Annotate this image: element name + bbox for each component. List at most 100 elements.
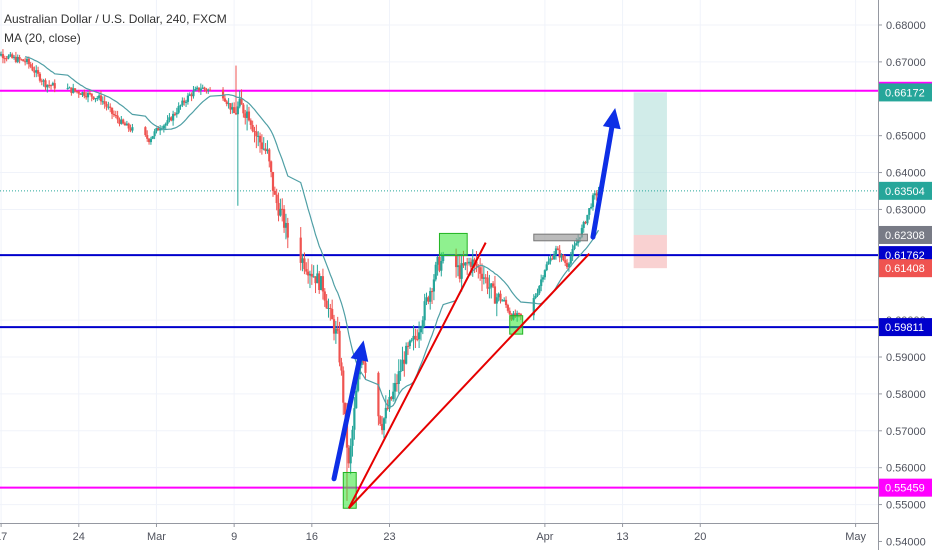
candle-body (74, 88, 76, 91)
candle-body (78, 91, 80, 93)
candle-body (364, 363, 366, 373)
candle (466, 258, 468, 275)
candle-body (18, 57, 20, 59)
candle-body (109, 107, 111, 108)
candle-body (331, 309, 333, 319)
candle-body (104, 101, 106, 104)
candle-body (562, 255, 564, 260)
candle (311, 264, 313, 285)
candle (499, 290, 501, 303)
candle (398, 359, 400, 393)
candle-body (570, 256, 572, 263)
candle-body (122, 119, 124, 123)
candle-body (507, 305, 509, 311)
candle-body (237, 106, 239, 114)
time-axis-layer[interactable]: 1724Mar91623Apr1320May (0, 523, 878, 550)
candle (405, 342, 407, 364)
candle-body (261, 142, 263, 149)
candle-body (194, 89, 196, 91)
candle (409, 340, 411, 349)
candle (31, 63, 33, 71)
candle-body (287, 223, 289, 238)
candle-body (279, 209, 281, 216)
candle-body (303, 258, 305, 269)
candle (557, 246, 559, 250)
candle-body (2, 54, 4, 58)
trend-line (349, 243, 486, 509)
chart-legend: Australian Dollar / U.S. Dollar, 240, FX… (4, 10, 227, 48)
candle-body (311, 274, 313, 277)
candle-body (305, 269, 307, 271)
candle (2, 49, 4, 63)
time-tick-label: 16 (306, 531, 318, 543)
candle-body (224, 98, 226, 101)
candle-body (150, 139, 152, 142)
price-label-text: 0.66172 (885, 87, 925, 99)
candle (331, 300, 333, 320)
candle-body (509, 311, 511, 315)
candle-body (572, 249, 574, 256)
price-label-text: 0.59811 (885, 322, 924, 334)
price-tick-label: 0.55000 (886, 500, 926, 512)
candle (338, 322, 340, 366)
candle-body (592, 195, 594, 207)
candle-body (209, 90, 211, 91)
candle (559, 245, 561, 262)
time-tick-label: 9 (231, 531, 237, 543)
candle-body (535, 296, 537, 298)
price-tick-label: 0.58000 (886, 389, 926, 401)
candle-body (272, 172, 274, 191)
candle (92, 96, 94, 100)
candle-body (400, 371, 402, 372)
candle-body (96, 98, 98, 99)
price-tick-label: 0.59000 (886, 352, 926, 364)
candle-body (178, 106, 180, 113)
candle-body (422, 320, 424, 328)
candle-body (398, 371, 400, 384)
candle-body (185, 102, 187, 103)
candle-body (248, 112, 250, 121)
indicator-label: MA (20, close) (4, 29, 227, 48)
candle-body (379, 416, 381, 424)
price-tick-label: 0.64000 (886, 168, 926, 180)
candle-body (179, 105, 181, 106)
candle-body (540, 279, 542, 286)
price-label-text: 0.62308 (885, 230, 925, 242)
candle-body (418, 332, 420, 339)
target-zone (634, 92, 667, 235)
candle-body (203, 88, 205, 90)
candle-body (394, 383, 396, 392)
time-axis-background (0, 523, 878, 550)
candle (237, 102, 239, 206)
candle-body (337, 329, 339, 331)
candle-body (588, 208, 590, 215)
candle-body (547, 261, 549, 264)
candle-body (542, 277, 544, 279)
candle (233, 102, 235, 113)
candle-body (383, 418, 385, 430)
candle-body (326, 301, 328, 309)
time-tick-label: 24 (73, 531, 85, 543)
candle-body (187, 96, 189, 102)
candle (209, 87, 211, 91)
trend-line (349, 254, 589, 509)
price-tick-label: 0.63000 (886, 204, 926, 216)
candle-body (146, 135, 148, 139)
candle-body (433, 279, 435, 291)
candle-body (30, 64, 32, 67)
candle (200, 84, 202, 95)
candle-body (111, 108, 113, 114)
candle-body (435, 265, 437, 280)
candle-body (54, 83, 56, 88)
candle-body (409, 341, 411, 346)
candle-body (105, 104, 107, 107)
candle-body (172, 114, 174, 121)
candle-body (128, 124, 130, 129)
candle-body (429, 291, 431, 302)
price-label-text: 0.55459 (885, 483, 925, 495)
candle-body (340, 362, 342, 370)
candle (159, 125, 161, 135)
candle-body (274, 191, 276, 195)
